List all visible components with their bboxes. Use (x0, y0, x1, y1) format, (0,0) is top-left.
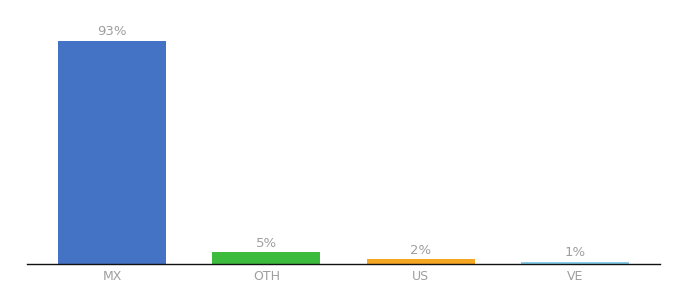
Bar (521, 262, 629, 264)
Bar (212, 252, 320, 264)
Bar (367, 259, 475, 264)
Text: 5%: 5% (256, 237, 277, 250)
Bar (58, 41, 166, 264)
Text: 93%: 93% (97, 26, 126, 38)
Text: 2%: 2% (410, 244, 431, 257)
Text: 1%: 1% (564, 246, 585, 259)
